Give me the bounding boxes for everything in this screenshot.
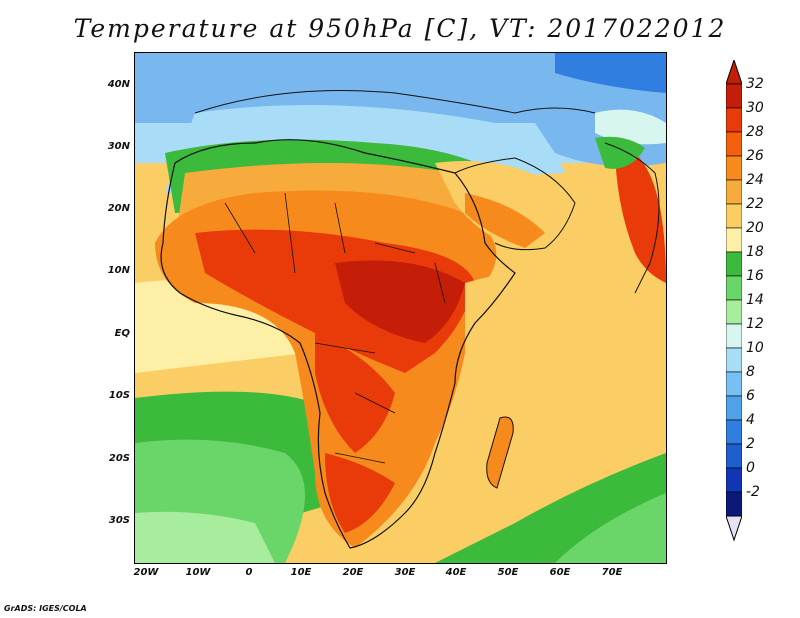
africa-coastline <box>160 139 516 549</box>
credit-text: GrADS: IGES/COLA <box>4 604 87 613</box>
colorbar-segment <box>726 83 742 109</box>
colorbar-label: -2 <box>746 484 760 500</box>
colorbar-segment <box>726 155 742 181</box>
colorbar-segment <box>726 491 742 517</box>
lat-label-10s: 10S <box>108 390 130 401</box>
south-indian-lightgreen <box>555 493 666 563</box>
colorbar-segment <box>726 467 742 493</box>
colorbar <box>726 60 742 542</box>
europe-coastline <box>194 90 596 114</box>
colorbar-segment <box>726 131 742 157</box>
colorbar-segment <box>726 275 742 301</box>
colorbar-label: 0 <box>746 460 755 476</box>
colorbar-segment <box>726 107 742 133</box>
colorbar-label: 10 <box>746 340 764 356</box>
south-atlantic-pale <box>135 511 275 563</box>
colorbar-segment <box>726 179 742 205</box>
lon-label-0: 0 <box>245 567 253 578</box>
country-borders <box>224 192 446 464</box>
india-hot <box>615 143 666 283</box>
colorbar-top-arrow <box>726 60 742 85</box>
colorbar-label: 32 <box>746 76 764 92</box>
colorbar-segment <box>726 299 742 325</box>
temperature-map <box>135 53 666 563</box>
india-coastline <box>604 142 660 294</box>
far-north-cold <box>555 53 666 93</box>
lat-label-40n: 40N <box>107 79 130 90</box>
lon-label-40e: 40E <box>445 567 467 578</box>
indian-ocean-warm <box>461 268 666 513</box>
colorbar-label: 4 <box>746 412 755 428</box>
north-india-green <box>595 136 645 169</box>
lat-label-20s: 20S <box>108 453 130 464</box>
madagascar <box>486 416 514 489</box>
colorbar-segment <box>726 443 742 469</box>
colorbar-segment <box>726 251 742 277</box>
colorbar-label: 22 <box>746 196 764 212</box>
colorbar-segment <box>726 419 742 445</box>
lon-label-70e: 70E <box>601 567 623 578</box>
colorbar-label: 28 <box>746 124 764 140</box>
colorbar-label: 24 <box>746 172 764 188</box>
lon-label-10w: 10W <box>185 567 211 578</box>
southern-africa-hot <box>325 453 395 533</box>
colorbar-segment <box>726 371 742 397</box>
lon-label-10e: 10E <box>290 567 312 578</box>
colorbar-label: 18 <box>746 244 764 260</box>
colorbar-label: 2 <box>746 436 755 452</box>
colorbar-bottom-arrow <box>726 515 742 542</box>
lon-label-50e: 50E <box>497 567 519 578</box>
arabia-coastline <box>454 157 576 251</box>
arabia-hot <box>465 193 545 248</box>
colorbar-segment <box>726 347 742 373</box>
lat-label-20n: 20N <box>107 203 130 214</box>
colorbar-segment <box>726 323 742 349</box>
colorbar-label: 14 <box>746 292 764 308</box>
colorbar-label: 30 <box>746 100 764 116</box>
colorbar-label: 8 <box>746 364 755 380</box>
colorbar-label: 26 <box>746 148 764 164</box>
lon-label-30e: 30E <box>394 567 416 578</box>
chart-title: Temperature at 950hPa [C], VT: 201702201… <box>73 14 727 43</box>
colorbar-label: 16 <box>746 268 764 284</box>
lat-label-10n: 10N <box>107 265 130 276</box>
lon-label-60e: 60E <box>549 567 571 578</box>
lon-label-20e: 20E <box>342 567 364 578</box>
colorbar-label: 6 <box>746 388 755 404</box>
map-panel <box>134 52 667 564</box>
colorbar-label: 12 <box>746 316 764 332</box>
colorbar-segment <box>726 395 742 421</box>
colorbar-label: 20 <box>746 220 764 236</box>
lat-label-30s: 30S <box>108 515 130 526</box>
lat-label-eq: EQ <box>114 328 130 339</box>
lat-label-30n: 30N <box>107 141 130 152</box>
colorbar-segment <box>726 227 742 253</box>
colorbar-segment <box>726 203 742 229</box>
lon-label-20w: 20W <box>133 567 159 578</box>
himalaya-cold-patch <box>595 109 666 145</box>
sudan-hottest <box>335 260 465 343</box>
